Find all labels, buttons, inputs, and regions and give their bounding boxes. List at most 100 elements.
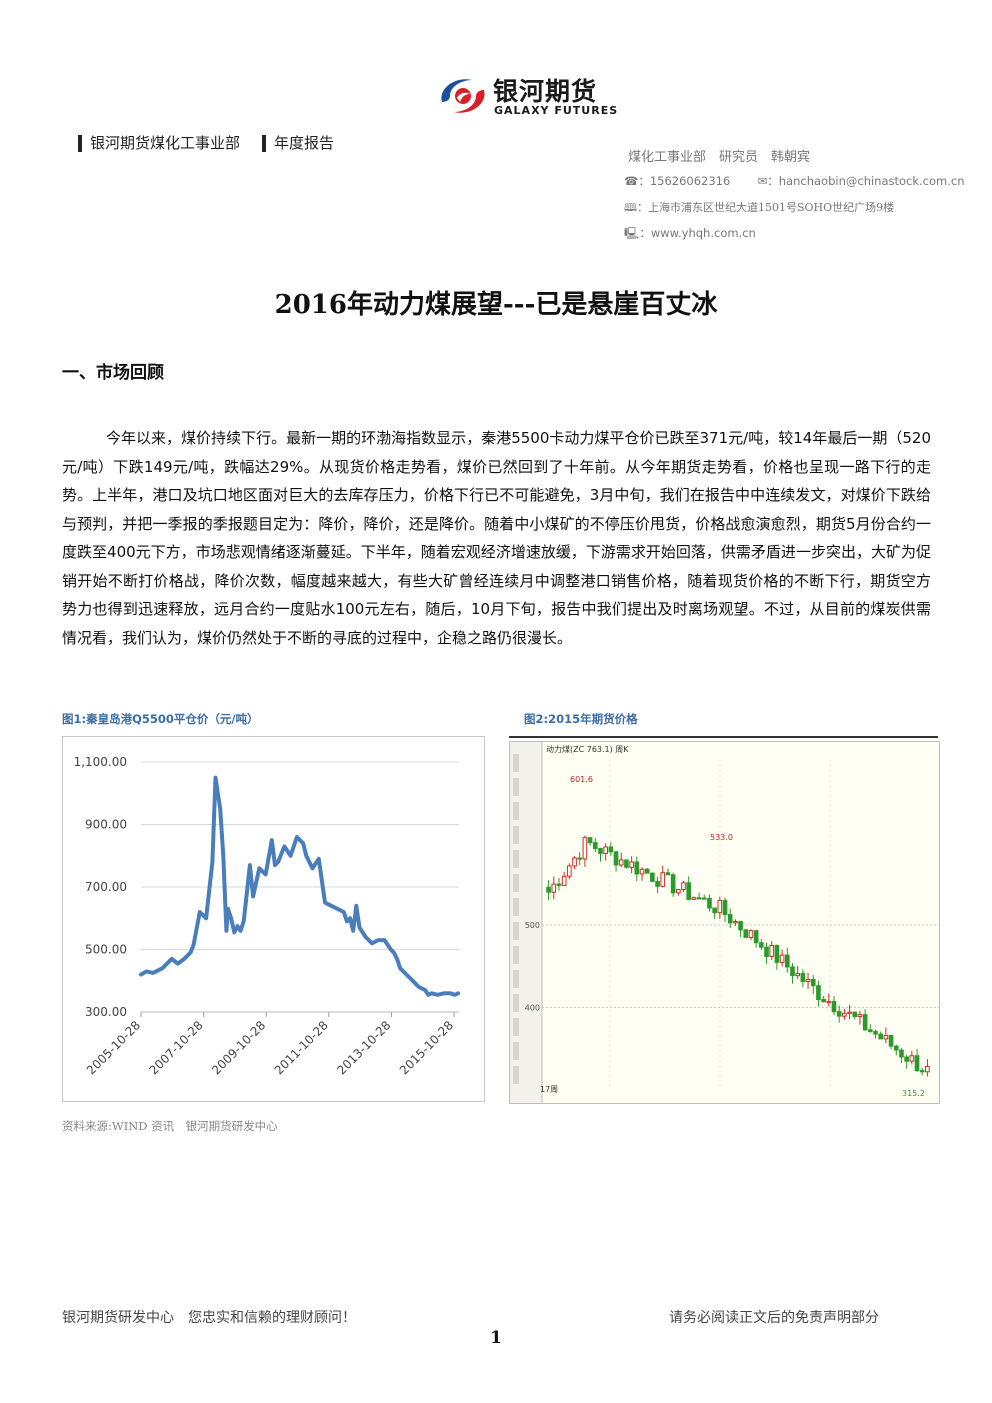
candle-annotation: 315.2 — [902, 1089, 925, 1098]
candle-body — [551, 883, 557, 893]
candle-body — [608, 846, 614, 853]
candle-body — [925, 1066, 930, 1073]
y-tick-label: 500.00 — [85, 943, 127, 957]
candle-body — [577, 857, 583, 860]
candle-body — [686, 882, 692, 900]
candle-body — [831, 1000, 837, 1013]
address-row: 🕮：上海市浦东区世纪大道1501号SOHO世纪广场9楼 — [624, 199, 894, 218]
toolbar-glyph — [513, 802, 519, 820]
y-tick-label: 300.00 — [85, 1005, 127, 1019]
candle-body — [873, 1030, 878, 1035]
candle-body — [784, 954, 790, 968]
candle-body — [800, 972, 806, 982]
toolbar-glyph — [513, 826, 519, 844]
computer-icon: 🖳： — [624, 226, 651, 240]
candle-body — [712, 907, 717, 914]
phone-number: 15626062316 — [649, 174, 731, 188]
candle-annotation: 533.0 — [710, 833, 733, 842]
candle-body — [764, 946, 769, 957]
figure-2-caption: 图2:2015年期货价格 — [524, 712, 638, 726]
phone-icon: ☎： — [624, 174, 650, 188]
candle-body — [774, 945, 780, 963]
candle-body — [733, 921, 738, 924]
candle-body — [546, 886, 551, 893]
toolbar-glyph — [513, 970, 519, 988]
futures-candlestick-chart: 动力煤(ZC 763.1) 周K 500 400 601.6 533.0 315.2 17周 — [509, 741, 940, 1104]
candle-body — [779, 954, 785, 963]
source-note: 资料来源:WIND 资讯 银河期货研发中心 — [62, 1119, 278, 1133]
x-tick-label: 2013-10-28 — [334, 1018, 393, 1077]
candle-body — [572, 857, 577, 867]
author-line: 煤化工事业部 研究员 韩朝宾 — [628, 150, 811, 165]
candle-annotation: 601.6 — [570, 775, 593, 784]
candle-body — [587, 837, 593, 844]
candle-body — [862, 1014, 868, 1031]
figure-1-caption: 图1:秦皇岛港Q5500平仓价（元/吨） — [62, 712, 259, 726]
page-number: 1 — [490, 1328, 502, 1348]
footer-disclaimer: 请务必阅读正文后的免责声明部分 — [669, 1310, 879, 1326]
email-address[interactable]: hanchaobin@chinastock.com.cn — [778, 174, 965, 188]
x-tick-label: 2015-10-28 — [397, 1018, 456, 1077]
candle-body — [852, 1011, 858, 1017]
candle-body — [816, 985, 821, 1001]
x-tick-label: 2005-10-28 — [84, 1018, 143, 1077]
candle-body — [899, 1049, 904, 1058]
candle-body — [909, 1055, 915, 1062]
candle-body — [603, 846, 608, 854]
y-tick-label: 900.00 — [85, 818, 127, 832]
candle-body — [561, 875, 567, 886]
candle-body — [696, 897, 702, 900]
candle-body — [842, 1012, 847, 1017]
candle-body — [878, 1033, 884, 1040]
galaxy-logo-mark — [436, 74, 488, 118]
candle-body — [904, 1056, 909, 1062]
x-tick-label: 2007-10-28 — [146, 1018, 205, 1077]
candle-body — [821, 999, 826, 1003]
candle-annotation: 17周 — [540, 1085, 558, 1094]
candle-body — [727, 914, 733, 924]
candle-body — [556, 883, 562, 886]
chart-background — [510, 742, 939, 1103]
candle-body — [613, 851, 619, 866]
candle-body — [618, 859, 624, 866]
y-tick-label: 1,100.00 — [74, 755, 127, 769]
website-link[interactable]: www.yhqh.com.cn — [650, 226, 756, 240]
candle-body — [592, 842, 598, 850]
candle-body — [670, 874, 676, 894]
candle-body — [665, 872, 671, 876]
candle-body — [748, 930, 754, 938]
candle-body — [743, 929, 749, 938]
toolbar-glyph — [513, 1018, 519, 1036]
candle-body — [888, 1034, 894, 1047]
toolbar-glyph — [513, 922, 519, 940]
candle-body — [790, 966, 795, 977]
candle-body — [634, 861, 640, 875]
candle-body — [759, 942, 764, 948]
toolbar-glyph — [513, 1066, 519, 1084]
brand-name-en: GALAXY FUTURES — [494, 104, 619, 117]
address-icon: 🕮： — [624, 201, 648, 214]
candle-body — [624, 859, 629, 868]
candle-body — [707, 897, 712, 909]
candle-body — [914, 1055, 920, 1072]
candle-body — [769, 945, 775, 957]
candle-body — [857, 1014, 863, 1017]
price-line-chart-svg: 1,100.00 900.00 700.00 500.00 300.002005-10-… — [74, 755, 461, 1077]
department-tag: 银河期货煤化工事业部 — [78, 135, 240, 152]
website-row: 🖳：www.yhqh.com.cn — [624, 225, 756, 245]
toolbar-glyph — [513, 994, 519, 1012]
brand-name-cn: 银河期货 — [493, 77, 598, 106]
toolbar-glyph — [513, 898, 519, 916]
candle-body — [795, 972, 800, 977]
candle-body — [836, 1011, 842, 1017]
candle-body — [650, 872, 655, 882]
candle-body — [681, 882, 686, 891]
body-paragraph: 今年以来，煤价持续下行。最新一期的环渤海指数显示，秦港5500卡动力煤平仓价已跌… — [62, 429, 931, 647]
candle-body — [722, 899, 728, 916]
candle-body — [660, 872, 666, 887]
candle-body — [868, 1029, 873, 1032]
price-series-line — [139, 775, 461, 997]
candle-body — [701, 897, 707, 900]
candle-body — [644, 868, 650, 874]
report-type-tag: 年度报告 — [262, 135, 334, 152]
